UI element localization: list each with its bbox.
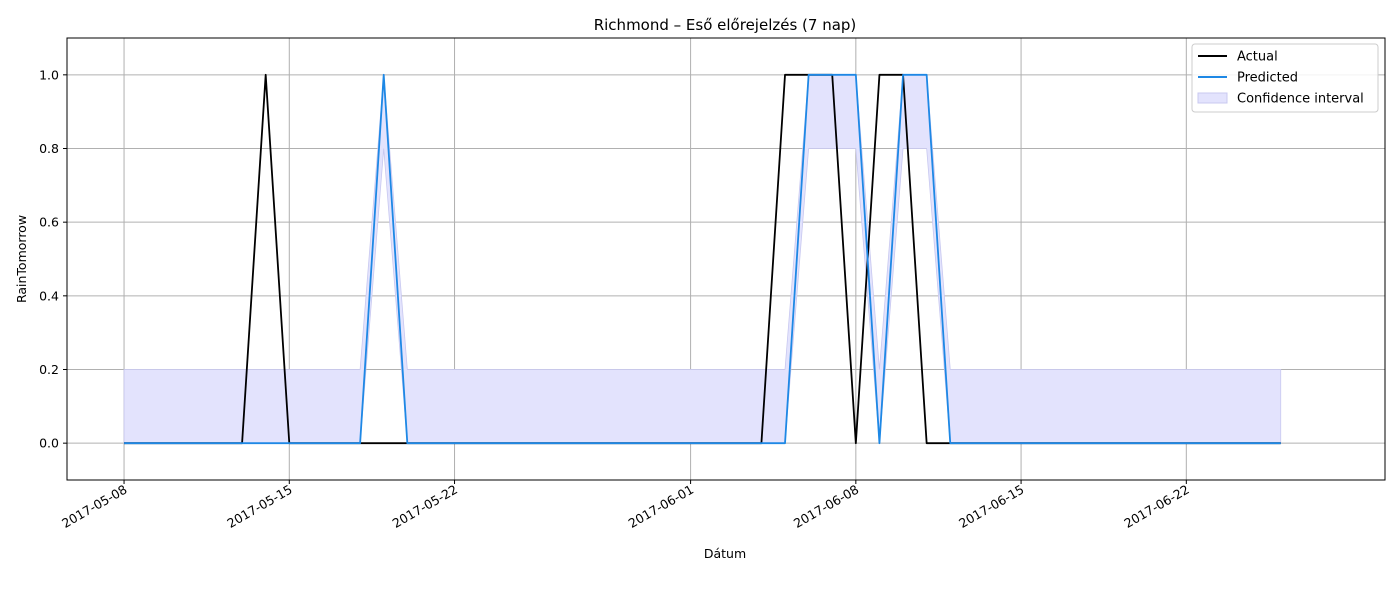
chart-title: Richmond – Eső előrejelzés (7 nap) bbox=[594, 16, 857, 34]
series-line-predicted bbox=[124, 73, 1281, 445]
x-axis-label: Dátum bbox=[704, 546, 746, 561]
y-axis-label: RainTomorrow bbox=[14, 215, 29, 303]
legend-box bbox=[1191, 43, 1379, 113]
y-tick-label-2: 0.4 bbox=[39, 288, 59, 303]
y-tick-label-1: 0.2 bbox=[39, 362, 59, 377]
plot-frame bbox=[66, 37, 1386, 481]
series-lines bbox=[124, 73, 1281, 445]
legend: Actual Predicted Confidence interval bbox=[1191, 43, 1379, 113]
legend-label-actual: Actual bbox=[1237, 50, 1278, 65]
y-tick-label-0: 0.0 bbox=[39, 436, 59, 451]
y-tick-label-3: 0.6 bbox=[39, 215, 59, 230]
y-tick-label-4: 0.8 bbox=[39, 141, 59, 156]
legend-label-confidence: Confidence interval bbox=[1237, 92, 1364, 107]
legend-label-predicted: Predicted bbox=[1237, 71, 1298, 86]
y-axis-ticks: 0.0 0.2 0.4 0.6 0.8 1.0 bbox=[39, 67, 67, 451]
legend-swatch-confidence bbox=[1197, 92, 1228, 104]
y-tick-label-5: 1.0 bbox=[39, 67, 59, 82]
